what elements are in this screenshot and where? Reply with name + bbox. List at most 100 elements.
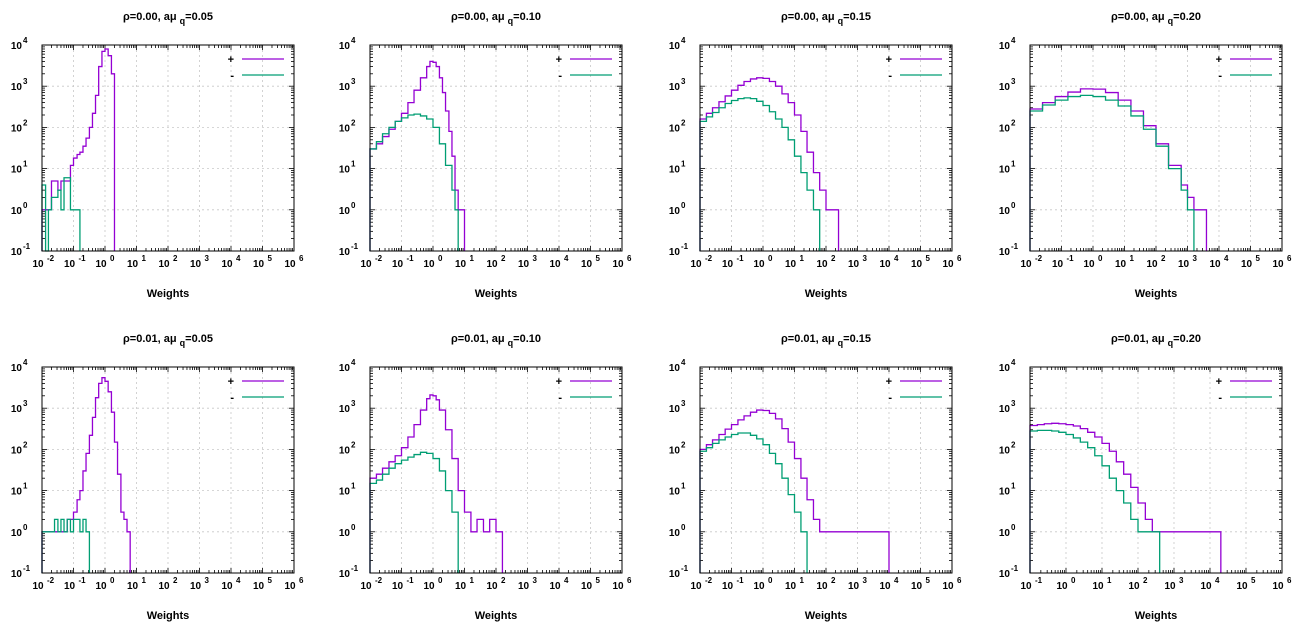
title-subscript: q: [508, 16, 514, 26]
x-tick-exponent: 3: [1179, 576, 1184, 585]
x-tick-exponent: 6: [1287, 576, 1292, 585]
x-tick-exponent: -2: [47, 576, 55, 585]
title-subscript: q: [1168, 338, 1174, 348]
x-tick-label: 10: [816, 259, 828, 270]
x-tick-label: 10: [1092, 581, 1104, 592]
y-tick-label: 10: [339, 487, 351, 498]
y-tick-label: 10: [669, 363, 681, 374]
x-tick-exponent: 6: [627, 254, 632, 263]
y-tick-label: 10: [999, 569, 1011, 580]
title-suffix: =0.15: [843, 11, 871, 23]
series-minus-line: [1029, 429, 1161, 573]
y-tick-label: 10: [669, 404, 681, 415]
x-tick-exponent: -1: [1035, 576, 1043, 585]
histogram-panel-4: 10-210-110010110210310410510610-11001011…: [999, 11, 1292, 300]
x-tick-label: 10: [722, 259, 734, 270]
series-plus-line: [41, 377, 131, 573]
x-tick-label: 10: [1020, 259, 1032, 270]
y-tick-label: 10: [11, 404, 23, 415]
x-tick-label: 10: [612, 581, 624, 592]
x-axis-label: Weights: [147, 610, 190, 622]
x-tick-exponent: 4: [894, 576, 899, 585]
grid: [699, 44, 953, 252]
x-tick-exponent: 3: [205, 254, 210, 263]
legend-label: -: [558, 392, 562, 404]
x-tick-label: 10: [486, 581, 498, 592]
panel-title: ρ=0.01, aμ q=0.15: [781, 333, 871, 348]
y-tick-label: 10: [11, 123, 23, 134]
y-tick-label: 10: [339, 123, 351, 134]
x-tick-label: 10: [253, 259, 265, 270]
x-tick-label: 10: [785, 581, 797, 592]
x-tick-exponent: 2: [501, 576, 506, 585]
title-subscript: q: [838, 16, 844, 26]
x-tick-exponent: -1: [79, 254, 87, 263]
x-tick-exponent: 0: [1071, 576, 1076, 585]
x-tick-label: 10: [392, 259, 404, 270]
x-tick-label: 10: [690, 259, 702, 270]
x-tick-exponent: 5: [926, 254, 931, 263]
y-tick-label: 10: [999, 528, 1011, 539]
y-tick-exponent: 0: [23, 523, 28, 532]
legend-label: -: [230, 70, 234, 82]
x-tick-exponent: 5: [268, 576, 273, 585]
legend-label: +: [1216, 54, 1222, 66]
y-tick-exponent: 1: [351, 160, 356, 169]
y-tick-label: 10: [999, 41, 1011, 52]
x-tick-label: 10: [455, 581, 467, 592]
x-tick-label: 10: [455, 259, 467, 270]
x-axis-label: Weights: [1135, 288, 1178, 300]
x-tick-exponent: -1: [407, 254, 415, 263]
x-tick-label: 10: [127, 581, 139, 592]
x-tick-exponent: 4: [894, 254, 899, 263]
y-tick-exponent: 1: [1011, 160, 1016, 169]
x-tick-exponent: -2: [375, 254, 383, 263]
y-tick-exponent: -1: [23, 564, 31, 573]
y-tick-exponent: 4: [351, 358, 356, 367]
y-tick-label: 10: [11, 363, 23, 374]
y-tick-exponent: 4: [23, 358, 28, 367]
y-tick-label: 10: [669, 123, 681, 134]
title-suffix: =0.15: [843, 333, 871, 345]
x-axis-label: Weights: [475, 288, 518, 300]
x-tick-exponent: 6: [1287, 254, 1292, 263]
y-tick-exponent: 1: [681, 160, 686, 169]
x-tick-label: 10: [158, 581, 170, 592]
x-tick-exponent: 4: [564, 576, 569, 585]
x-tick-label: 10: [848, 581, 860, 592]
x-tick-label: 10: [942, 581, 954, 592]
x-tick-label: 10: [1209, 259, 1221, 270]
title-suffix: =0.10: [513, 333, 541, 345]
y-tick-label: 10: [999, 363, 1011, 374]
series-plus-line: [41, 48, 116, 251]
x-tick-exponent: -1: [737, 254, 745, 263]
x-axis-label: Weights: [1135, 610, 1178, 622]
y-tick-label: 10: [999, 404, 1011, 415]
y-tick-exponent: 3: [23, 77, 28, 86]
x-tick-label: 10: [127, 259, 139, 270]
y-tick-label: 10: [339, 41, 351, 52]
x-axis-label: Weights: [147, 288, 190, 300]
y-tick-label: 10: [999, 445, 1011, 456]
series-minus-line: [699, 97, 821, 251]
x-tick-label: 10: [1128, 581, 1140, 592]
y-tick-exponent: 3: [681, 399, 686, 408]
y-tick-exponent: 1: [23, 482, 28, 491]
legend-label: -: [888, 392, 892, 404]
x-tick-exponent: 4: [236, 254, 241, 263]
title-main: ρ=0.00, aμ: [123, 11, 180, 23]
y-tick-exponent: 4: [681, 36, 686, 45]
title-subscript: q: [180, 16, 186, 26]
plot-frame: [699, 366, 953, 574]
x-tick-exponent: 1: [142, 576, 147, 585]
y-tick-label: 10: [999, 123, 1011, 134]
series-plus-line: [369, 60, 466, 251]
x-tick-exponent: 1: [470, 254, 475, 263]
title-main: ρ=0.01, aμ: [123, 333, 180, 345]
y-tick-exponent: 2: [351, 118, 356, 127]
x-tick-label: 10: [753, 581, 765, 592]
x-tick-label: 10: [690, 581, 702, 592]
panel-title: ρ=0.01, aμ q=0.20: [1111, 333, 1201, 348]
x-tick-label: 10: [1200, 581, 1212, 592]
x-tick-exponent: 1: [800, 576, 805, 585]
